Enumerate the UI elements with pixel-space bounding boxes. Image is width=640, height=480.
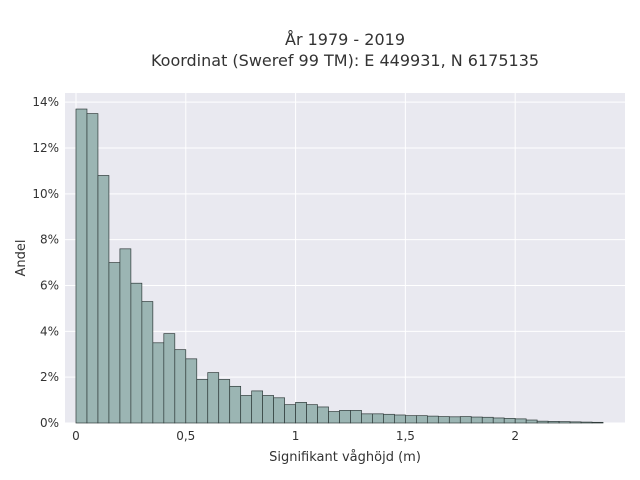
chart-subtitle: Koordinat (Sweref 99 TM): E 449931, N 61…: [151, 51, 539, 70]
histogram-bar: [339, 410, 351, 424]
histogram-bar: [427, 415, 439, 424]
x-tick-label: 1,5: [396, 429, 415, 443]
histogram-bar: [75, 108, 88, 424]
y-axis-label: Andel: [14, 240, 29, 277]
histogram-bar: [229, 385, 242, 424]
histogram-bar: [108, 262, 121, 424]
histogram-bar: [591, 421, 604, 424]
histogram-bar: [207, 372, 220, 424]
y-tick-label: 12%: [32, 141, 59, 155]
histogram-bar: [218, 379, 231, 424]
y-tick-label: 8%: [40, 233, 59, 247]
histogram-bar: [569, 421, 582, 424]
x-tick-labels: 0 0,5 1 1,5 2: [72, 429, 519, 443]
histogram-bar: [251, 390, 263, 424]
x-tick-label: 0,5: [176, 429, 195, 443]
histogram-bar: [141, 301, 154, 424]
x-tick-label: 1: [292, 429, 300, 443]
histogram-bar: [372, 413, 384, 424]
histogram-bar: [536, 420, 549, 424]
histogram-bar: [394, 414, 406, 424]
y-tick-label: 0%: [40, 416, 59, 430]
x-axis-label: Signifikant våghöjd (m): [269, 450, 421, 465]
histogram-bar: [350, 410, 362, 424]
histogram-bar: [295, 402, 307, 424]
y-tick-label: 4%: [40, 324, 59, 338]
histogram-bar: [459, 416, 472, 424]
histogram-bar: [448, 416, 461, 424]
histogram-bar: [328, 411, 340, 424]
histogram-bar: [163, 333, 176, 424]
histogram-bar: [492, 417, 505, 424]
histogram-bar: [130, 282, 143, 424]
histogram-bar: [437, 416, 450, 424]
y-tick-label: 14%: [32, 95, 59, 109]
histogram-bar: [547, 421, 560, 424]
histogram-bar: [240, 395, 253, 424]
histogram-bar: [152, 342, 165, 424]
histogram-bar: [503, 418, 516, 424]
histogram-bar: [273, 397, 285, 424]
histogram-bar: [416, 415, 428, 424]
histogram-bar: [361, 413, 373, 424]
y-tick-label: 2%: [40, 370, 59, 384]
histogram-bar: [174, 349, 187, 424]
y-tick-labels: 0% 2% 4% 6% 8% 10% 12% 14%: [32, 95, 59, 430]
histogram-bar: [185, 358, 198, 424]
x-tick-label: 0: [72, 429, 80, 443]
y-tick-label: 10%: [32, 187, 59, 201]
histogram-bar: [405, 415, 417, 424]
x-tick-label: 2: [511, 429, 519, 443]
histogram-bar: [306, 404, 318, 424]
histogram-bar: [525, 419, 538, 424]
histogram-bar: [470, 416, 483, 424]
histogram-bar: [481, 416, 494, 424]
histogram-bar: [317, 406, 329, 424]
histogram-bar: [97, 175, 110, 424]
histogram-bar: [284, 404, 296, 424]
histogram-bar: [119, 248, 132, 424]
chart-title: År 1979 - 2019: [285, 30, 405, 49]
histogram-bar: [514, 418, 527, 424]
bars: [75, 108, 604, 424]
histogram-bar: [580, 421, 593, 424]
histogram-bar: [383, 413, 395, 424]
histogram-bar: [196, 379, 209, 424]
y-tick-label: 6%: [40, 279, 59, 293]
histogram-bar: [262, 395, 274, 424]
histogram-bar: [86, 113, 99, 424]
histogram-bar: [558, 421, 571, 424]
